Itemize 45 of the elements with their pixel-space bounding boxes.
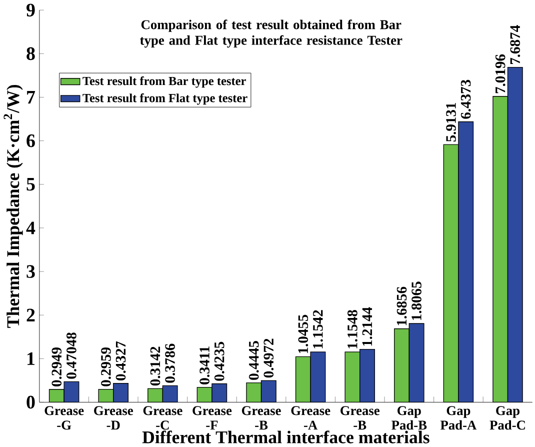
x-tick-label: Grease -F — [192, 406, 232, 430]
data-label: 0.3142 — [150, 346, 160, 386]
data-label: 0.4972 — [264, 338, 274, 378]
data-label: 0.3411 — [200, 346, 210, 384]
y-axis-title: Thermal Impedance (K·cm$^{2}$/W) — [4, 84, 23, 328]
x-tick-label: Gap Pad-B — [392, 406, 427, 430]
data-label: 0.2949 — [52, 347, 62, 386]
y-tick-label: 6 — [26, 134, 35, 148]
y-tick-label: 2 — [26, 308, 35, 322]
data-label: 1.2144 — [362, 307, 372, 346]
data-label: 7.6874 — [510, 25, 520, 64]
x-tick-label: Grease -A — [291, 406, 330, 430]
legend-label: Test result from Bar type tester — [82, 76, 246, 88]
data-label: 1.1542 — [313, 310, 323, 348]
text: Comparison of test result obtained from Bar type and Flat type interface resistance Tester — [140, 20, 402, 48]
x-axis-title: Different Thermal interface materials — [142, 430, 430, 444]
y-tick-label: 1 — [28, 352, 34, 365]
x-tick-label: Grease -B — [340, 406, 380, 430]
data-label: 1.1548 — [348, 310, 358, 348]
data-label: 7.0196 — [495, 54, 506, 94]
data-label: 0.3786 — [165, 344, 175, 383]
x-tick-label: Gap Pad-A — [440, 406, 477, 430]
x-tick-label: Grease -D — [94, 406, 133, 430]
x-tick-label: Grease -G — [44, 406, 84, 430]
data-label: 0.4327 — [116, 341, 126, 380]
data-label: 0.47048 — [66, 332, 76, 379]
data-label: 6.4373 — [460, 80, 471, 119]
y-tick-label: 7 — [27, 90, 36, 104]
data-label: 1.8065 — [412, 282, 422, 320]
data-label: 0.4235 — [214, 342, 224, 381]
x-tick-label: Grease -B — [242, 406, 281, 430]
data-label: 1.0455 — [298, 314, 308, 354]
data-label: 0.4445 — [248, 340, 259, 380]
y-tick-label: 5 — [26, 178, 35, 191]
y-tick-label: 8 — [26, 47, 35, 60]
y-tick-label: 0 — [26, 396, 35, 409]
legend-label: Test result from Flat type tester — [82, 93, 248, 105]
data-label: 0.2959 — [101, 347, 111, 386]
x-tick-label: Gap Pad-C — [490, 406, 525, 430]
y-tick-label: 3 — [26, 265, 35, 278]
data-label: 1.6856 — [396, 286, 407, 326]
x-tick-label: Grease -C — [143, 406, 182, 430]
data-label: 5.9131 — [446, 102, 456, 142]
y-tick-label: 9 — [26, 4, 35, 16]
y-tick-label: 4 — [26, 222, 36, 234]
